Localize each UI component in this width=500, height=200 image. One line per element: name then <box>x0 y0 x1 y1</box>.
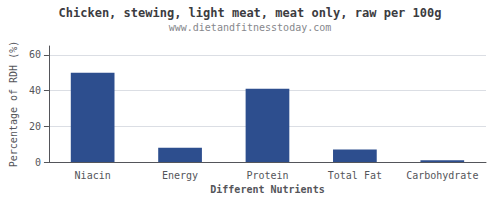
svg-text:Energy: Energy <box>162 170 198 181</box>
svg-text:0: 0 <box>35 157 41 168</box>
svg-text:40: 40 <box>29 85 41 96</box>
svg-text:Total Fat: Total Fat <box>328 170 382 181</box>
svg-text:www.dietandfitnesstoday.com: www.dietandfitnesstoday.com <box>169 22 332 33</box>
svg-text:Niacin: Niacin <box>75 170 111 181</box>
svg-text:20: 20 <box>29 121 41 132</box>
svg-text:Carbohydrate: Carbohydrate <box>406 170 478 181</box>
svg-text:Protein: Protein <box>246 170 288 181</box>
svg-text:Different Nutrients: Different Nutrients <box>210 184 324 195</box>
svg-text:Percentage of RDH (%): Percentage of RDH (%) <box>8 41 19 167</box>
svg-text:60: 60 <box>29 49 41 60</box>
svg-text:Chicken, stewing, light meat,: Chicken, stewing, light meat, meat only,… <box>59 6 442 20</box>
